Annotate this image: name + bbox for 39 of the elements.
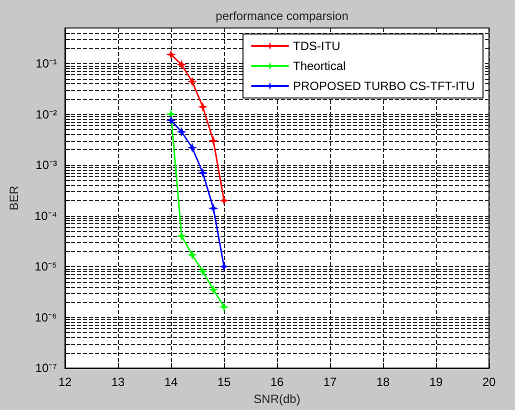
point <box>176 230 187 241</box>
point <box>187 142 198 153</box>
y-tick-label: 10⁻⁴ <box>34 208 57 223</box>
y-tick-label: 10⁻² <box>36 107 58 122</box>
y-tick-label: 10⁻⁷ <box>35 361 57 376</box>
x-tick-label: 16 <box>270 375 284 390</box>
y-tick-label: 10⁻³ <box>36 158 58 172</box>
point <box>198 102 208 112</box>
legend-label: TDS-ITU <box>292 39 340 53</box>
x-tick-label: 15 <box>217 375 231 390</box>
point <box>219 196 229 206</box>
x-tick-label: 13 <box>111 375 125 390</box>
legend-label: PROPOSED TURBO CS-TFT-ITU <box>292 79 475 93</box>
x-tick-label: 18 <box>376 375 390 390</box>
x-tick-label: 20 <box>482 375 496 390</box>
x-tick-label: 14 <box>164 375 178 390</box>
point <box>176 60 187 70</box>
point <box>208 284 218 295</box>
point <box>198 266 208 276</box>
point <box>219 262 229 272</box>
point <box>198 168 208 178</box>
point <box>208 203 218 214</box>
point <box>166 50 176 60</box>
point <box>208 136 218 146</box>
y-tick-label: 10⁻⁵ <box>34 260 58 274</box>
point <box>166 115 176 126</box>
chart-title: performance comparsion <box>216 9 348 23</box>
x-axis-title: SNR(db) <box>254 392 300 406</box>
x-tick-label: 12 <box>58 375 72 390</box>
x-tick-label: 17 <box>323 375 337 390</box>
y-axis-title: BER <box>7 185 21 210</box>
y-tick-label: 10⁻⁶ <box>34 310 58 324</box>
x-tick-label: 19 <box>429 375 443 390</box>
legend-label: Theortical <box>292 59 346 73</box>
point <box>187 76 198 87</box>
point <box>219 302 229 312</box>
point <box>187 250 198 260</box>
y-tick-label: 10⁻¹ <box>36 56 58 70</box>
point <box>176 126 187 137</box>
